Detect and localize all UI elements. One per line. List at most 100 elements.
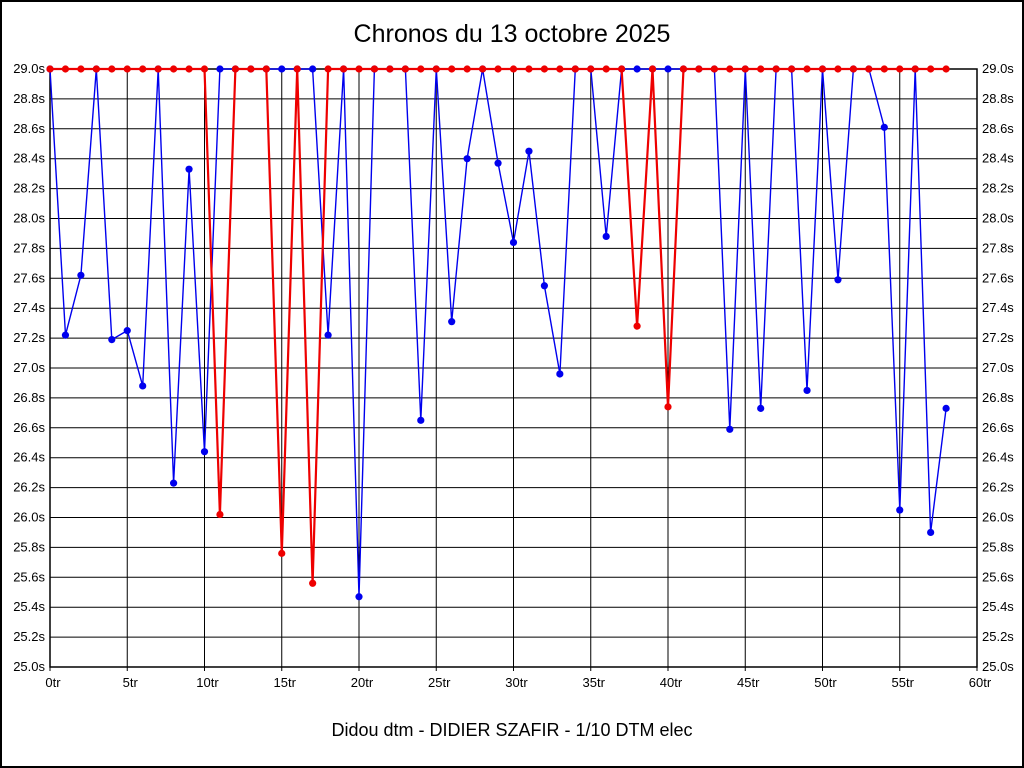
data-point-pilote-bleu (942, 404, 950, 412)
data-point-pilote-bleu (896, 506, 904, 514)
data-point-pilote-rouge (231, 65, 239, 73)
y-axis-tick-label-left: 28.6s (13, 121, 45, 136)
y-axis-tick-label-left: 28.4s (13, 151, 45, 166)
x-axis-tick-label: 10tr (196, 675, 219, 690)
data-point-pilote-bleu (834, 276, 842, 284)
data-point-pilote-rouge (942, 65, 950, 73)
data-point-pilote-rouge (448, 65, 456, 73)
data-point-pilote-rouge (695, 65, 703, 73)
y-axis-tick-label-right: 28.4s (982, 151, 1014, 166)
data-point-pilote-bleu (540, 282, 549, 290)
data-point-pilote-rouge (355, 65, 363, 73)
data-point-pilote-rouge (139, 65, 147, 73)
y-axis-tick-label-right: 26.8s (982, 390, 1014, 405)
y-axis-tick-label-left: 26.6s (13, 420, 45, 435)
series-line-pilote-rouge (50, 67, 947, 584)
data-point-pilote-rouge (648, 65, 657, 73)
data-point-pilote-rouge (293, 65, 301, 73)
data-point-pilote-rouge (92, 65, 100, 73)
data-point-pilote-rouge (679, 65, 688, 73)
chart-footer: Didou dtm - DIDIER SZAFIR - 1/10 DTM ele… (331, 720, 693, 740)
y-axis-tick-label-right: 25.0s (982, 659, 1014, 674)
data-point-pilote-bleu (803, 386, 811, 395)
y-axis-tick-label-left: 26.2s (13, 480, 45, 495)
data-point-pilote-rouge (108, 65, 116, 73)
data-point-pilote-rouge (417, 65, 425, 73)
data-point-pilote-rouge (741, 65, 749, 73)
x-axis-tick-label: 35tr (583, 675, 606, 690)
x-axis-tick-label: 20tr (351, 675, 374, 690)
y-axis-tick-label-left: 26.4s (13, 450, 45, 465)
data-point-pilote-rouge (509, 65, 518, 73)
data-point-pilote-rouge (200, 65, 209, 73)
data-point-pilote-bleu (525, 147, 533, 155)
data-point-pilote-bleu (664, 65, 672, 73)
data-point-pilote-bleu (494, 159, 502, 167)
y-axis-tick-label-right: 25.8s (982, 539, 1014, 554)
data-point-pilote-bleu (216, 65, 224, 73)
y-axis-tick-label-left: 25.0s (13, 659, 45, 674)
data-point-pilote-rouge (818, 65, 827, 73)
y-axis-tick-label-right: 27.8s (982, 240, 1014, 255)
data-point-pilote-rouge (880, 65, 888, 73)
data-point-pilote-bleu (185, 165, 193, 173)
data-point-pilote-rouge (309, 579, 317, 587)
data-point-pilote-bleu (757, 404, 765, 412)
data-point-pilote-rouge (170, 65, 178, 73)
data-point-pilote-rouge (324, 65, 332, 73)
y-axis-tick-label-right: 29.0s (982, 61, 1014, 76)
data-point-pilote-bleu (108, 335, 116, 344)
y-axis-tick-label-left: 28.2s (13, 181, 45, 196)
data-point-pilote-rouge (726, 65, 734, 73)
y-axis-tick-label-right: 26.0s (982, 510, 1014, 525)
y-axis-tick-label-left: 25.2s (13, 629, 45, 644)
x-axis-tick-label: 0tr (45, 675, 61, 690)
data-point-pilote-bleu (726, 425, 734, 433)
x-axis-tick-label: 45tr (737, 675, 760, 690)
data-point-pilote-bleu (448, 318, 456, 326)
y-axis-tick-label-right: 26.6s (982, 420, 1014, 435)
y-axis-tick-label-right: 26.4s (982, 450, 1014, 465)
data-point-pilote-bleu (324, 331, 332, 339)
data-point-pilote-bleu (556, 370, 564, 378)
data-point-pilote-rouge (479, 65, 487, 73)
data-point-pilote-rouge (386, 65, 394, 73)
data-point-pilote-rouge (556, 65, 564, 73)
data-point-pilote-rouge (494, 65, 502, 73)
y-axis-tick-label-left: 27.4s (13, 300, 45, 315)
data-point-pilote-bleu (278, 65, 286, 73)
data-point-pilote-rouge (664, 403, 672, 411)
data-point-pilote-bleu (417, 416, 425, 424)
data-point-pilote-bleu (602, 232, 610, 241)
data-point-pilote-rouge (278, 549, 286, 557)
data-point-pilote-rouge (463, 65, 471, 73)
y-axis-tick-label-right: 26.2s (982, 480, 1014, 495)
x-axis-tick-label: 30tr (505, 675, 528, 690)
data-point-pilote-bleu (633, 65, 641, 73)
data-point-pilote-rouge (772, 65, 780, 73)
y-axis-tick-label-left: 27.8s (13, 240, 45, 255)
y-axis-tick-label-left: 27.2s (13, 330, 45, 345)
data-point-pilote-rouge (849, 65, 858, 73)
data-point-pilote-rouge (46, 65, 54, 73)
x-axis-tick-label: 60tr (969, 675, 992, 690)
y-axis-tick-label-left: 25.8s (13, 539, 45, 554)
x-axis-tick-label: 15tr (274, 675, 297, 690)
data-point-pilote-bleu (170, 479, 178, 487)
data-point-pilote-bleu (123, 327, 131, 335)
data-point-pilote-rouge (123, 65, 131, 73)
data-point-pilote-rouge (602, 65, 610, 73)
data-point-pilote-rouge (633, 322, 641, 330)
y-axis-tick-label-left: 28.8s (13, 91, 45, 106)
y-axis-tick-label-left: 26.0s (13, 510, 45, 525)
data-point-pilote-rouge (587, 65, 595, 73)
data-point-pilote-rouge (896, 65, 904, 73)
data-point-pilote-bleu (463, 155, 471, 163)
y-axis-tick-label-right: 25.4s (982, 599, 1014, 614)
data-point-pilote-bleu (139, 382, 147, 390)
x-axis-tick-label: 50tr (814, 675, 837, 690)
data-point-pilote-bleu (509, 238, 518, 247)
data-point-pilote-rouge (525, 65, 533, 73)
data-point-pilote-rouge (834, 65, 842, 73)
data-point-pilote-bleu (200, 448, 209, 456)
